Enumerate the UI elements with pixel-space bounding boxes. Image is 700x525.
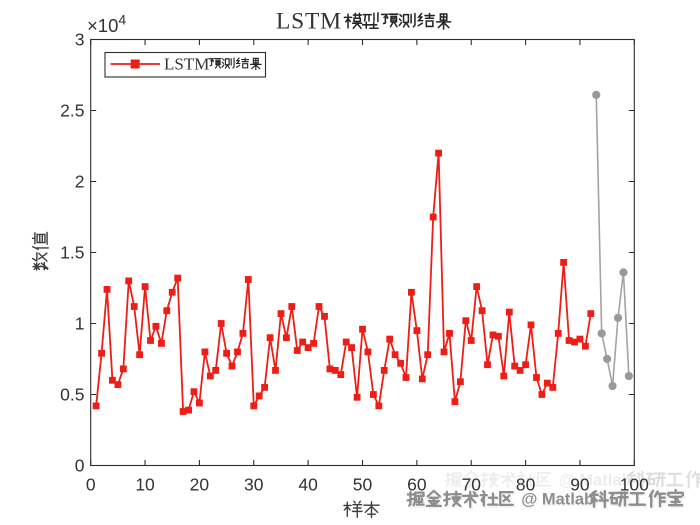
svg-text:90: 90: [570, 475, 590, 495]
svg-text:@ Matlab: @ Matlab: [559, 471, 632, 489]
svg-text:50: 50: [353, 475, 373, 495]
svg-text:20: 20: [190, 475, 210, 495]
svg-text:80: 80: [516, 475, 536, 495]
svg-text:10: 10: [135, 475, 155, 495]
svg-text:0: 0: [86, 475, 96, 495]
svg-text:0: 0: [75, 456, 85, 476]
svg-text:1.5: 1.5: [60, 243, 84, 263]
svg-text:1: 1: [75, 314, 85, 334]
svg-text:LSTM: LSTM: [164, 55, 209, 74]
svg-text:100: 100: [620, 475, 649, 495]
svg-text:40: 40: [298, 475, 318, 495]
svg-text:@ Matlab: @ Matlab: [521, 491, 594, 509]
svg-text:0.5: 0.5: [60, 385, 84, 405]
svg-text:@ Matlab: @ Matlab: [523, 492, 596, 510]
svg-text:70: 70: [461, 475, 481, 495]
svg-text:2: 2: [75, 172, 85, 192]
svg-text:3: 3: [75, 30, 85, 50]
svg-text:2.5: 2.5: [60, 101, 84, 121]
svg-text:30: 30: [244, 475, 264, 495]
svg-text:60: 60: [407, 475, 427, 495]
svg-text:LSTM: LSTM: [276, 9, 342, 35]
